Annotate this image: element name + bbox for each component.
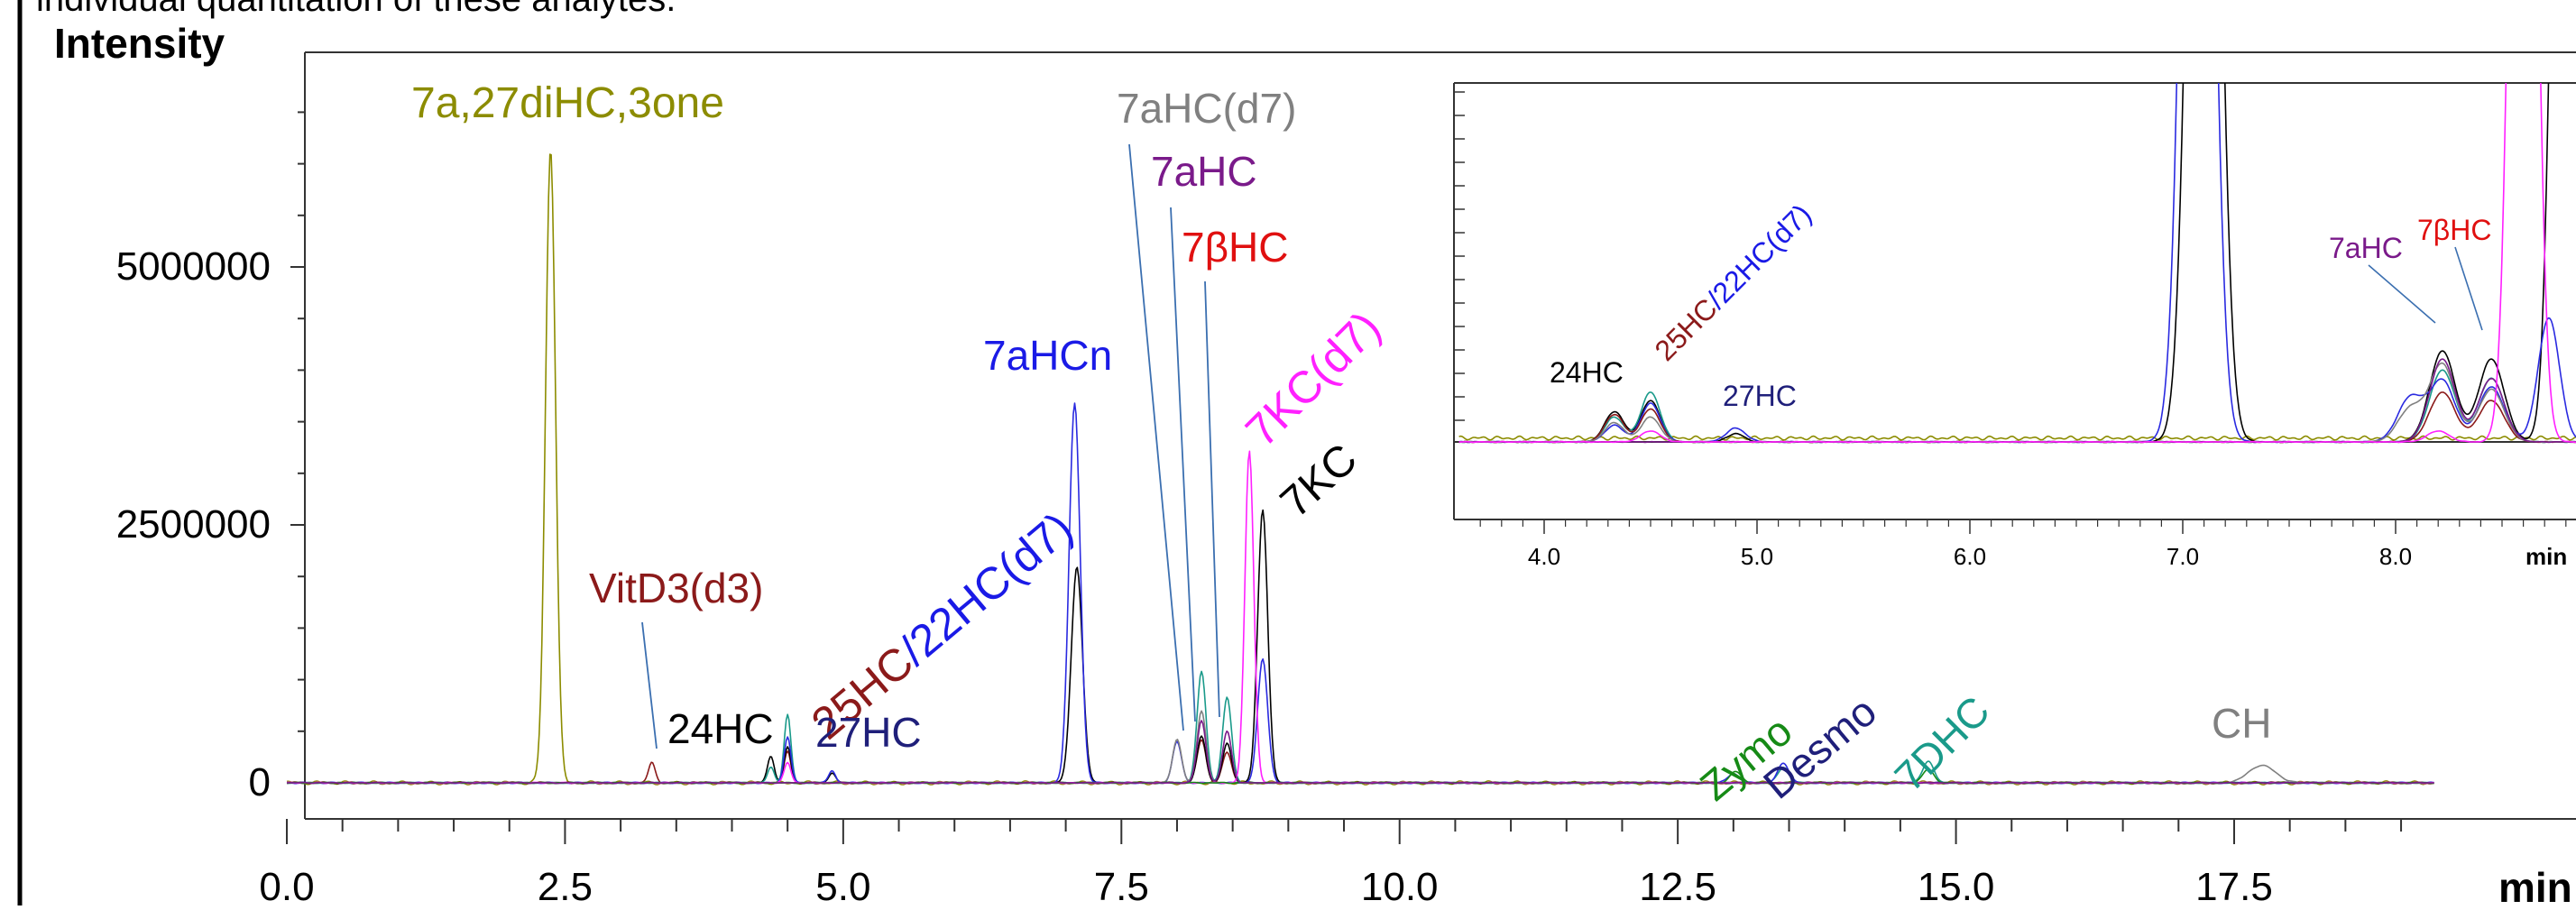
peak-label: 7aHCn [983,332,1112,379]
leader-line [641,621,658,749]
x-tick-label: 2.5 [538,865,593,905]
inset-peak-label: 24HC [1550,356,1624,389]
peak-label: 7a,27diHC,3one [411,79,724,127]
x-tick-label: 7.5 [1094,865,1149,905]
leader-line [1170,207,1196,722]
peak-label: 7KC [1272,435,1366,527]
main-y-ticks: 0 2500000 5000000 [116,111,305,804]
x-tick-label: 5.0 [815,865,870,905]
inset-peak-label: 7βHC [2417,214,2491,246]
inset-background [1454,83,2576,521]
y-tick-label: 5000000 [116,244,271,289]
peak-label: 7aHC(d7) [1117,85,1296,132]
y-tick-label: 0 [249,760,271,804]
x-tick-label: 15.0 [1918,865,1995,905]
inset-x-ticks: 4.0 5.0 6.0 7.0 8.0 [1479,519,2567,570]
trace-line [286,710,2434,785]
inset-x-axis-label: min [2525,543,2567,570]
peak-label: CH [2212,700,2271,747]
trace-line [287,509,2434,785]
x-tick-label: 12.5 [1639,865,1716,905]
inset-zoom-panel: 4.0 5.0 6.0 7.0 8.0 24HC25HC/22HC(d7)27HC7aH… [1453,82,2576,570]
peak-label: 7βHC [1182,224,1288,271]
y-tick-label: 2500000 [116,502,271,547]
leader-line [1128,143,1184,731]
main-traces [286,153,2434,786]
main-x-ticks: 0.0 2.5 5.0 7.5 10.0 12.5 15.0 17.5 [259,819,2403,909]
peak-label: VitD3(d3) [589,565,763,611]
inset-trace-line [1458,83,2576,444]
inset-peak-label: 27HC [1723,380,1797,412]
trace-line [286,739,2434,785]
caption-fragment: individual quantitation of these analyte… [36,0,676,19]
peak-label: 24HC [667,705,774,752]
inset-traces [1458,83,2576,444]
peak-label: 7aHC [1151,148,1257,195]
inset-leader-line [2454,246,2483,331]
peak-label: 27HC [815,709,922,756]
inset-x-tick-label: 4.0 [1528,543,1560,570]
inset-trace-group [1458,83,2576,444]
leader-line [1204,280,1220,718]
inset-x-tick-label: 5.0 [1741,543,1773,570]
peak-label: 7KC(d7) [1236,302,1390,456]
inset-x-tick-label: 8.0 [2379,543,2412,570]
inset-x-tick-label: 6.0 [1954,543,1986,570]
inset-x-tick-label: 7.0 [2167,543,2199,570]
trace-line [286,720,2434,785]
x-axis-label: min [2498,864,2572,905]
y-axis-label: Intensity [54,20,225,67]
inset-peak-label: 7aHC [2329,232,2403,264]
inset-y-ticks [1454,91,1465,421]
peak-label-22hcd7: /22HC(d7) [890,502,1082,675]
inset-trace-line [1458,435,2576,441]
x-tick-label: 17.5 [2195,865,2273,905]
x-tick-label: 0.0 [259,865,314,905]
trace-line [286,670,2434,785]
x-tick-label: 10.0 [1361,865,1439,905]
inset-leader-line [2368,264,2436,324]
